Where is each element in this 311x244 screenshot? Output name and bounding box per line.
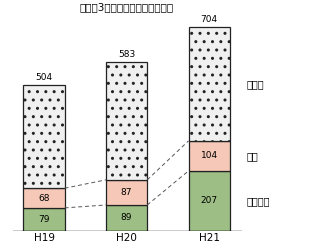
Text: 207: 207 — [201, 196, 218, 205]
Text: 68: 68 — [38, 193, 50, 203]
Text: H19: H19 — [34, 233, 54, 243]
Bar — [188, 141, 230, 171]
Text: 583: 583 — [118, 50, 135, 59]
Bar — [188, 171, 230, 231]
Bar — [106, 205, 147, 231]
Text: H21: H21 — [199, 233, 220, 243]
Text: 賌金: 賌金 — [246, 151, 258, 161]
Bar — [23, 85, 65, 188]
Bar — [23, 208, 65, 231]
Text: 104: 104 — [201, 151, 218, 160]
Bar — [106, 62, 147, 180]
Text: 79: 79 — [38, 215, 50, 224]
Bar — [106, 180, 147, 205]
Text: 87: 87 — [121, 188, 132, 197]
Bar — [188, 27, 230, 141]
Text: 『最近3年間の相談件数の推移』: 『最近3年間の相談件数の推移』 — [80, 3, 174, 13]
Text: H20: H20 — [116, 233, 137, 243]
Text: 89: 89 — [121, 213, 132, 222]
Text: その他: その他 — [246, 79, 264, 89]
Text: 労側時間: 労側時間 — [246, 196, 270, 206]
Text: 504: 504 — [35, 73, 53, 82]
Bar — [23, 188, 65, 208]
Text: 704: 704 — [201, 15, 218, 24]
